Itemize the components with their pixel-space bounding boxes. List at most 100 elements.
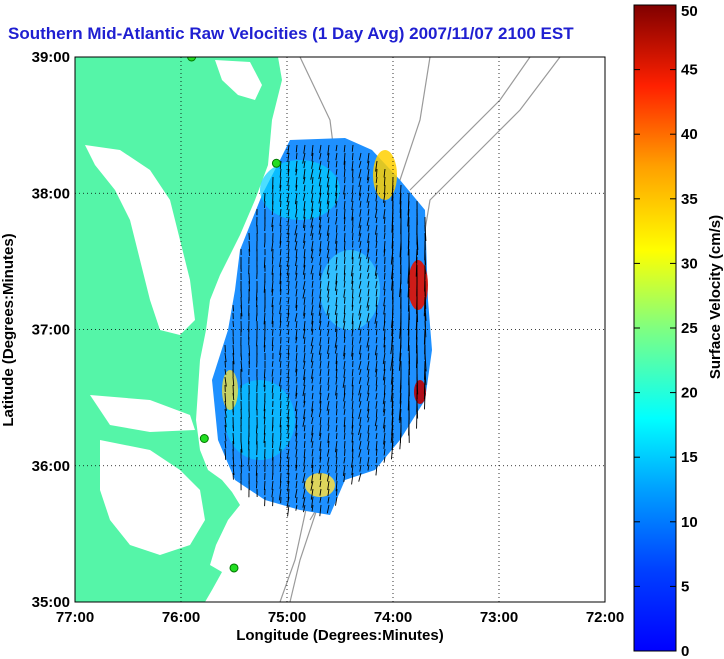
velocity-arrow — [351, 144, 354, 152]
y-tick-label: 36:00 — [32, 458, 70, 475]
velocity-arrow — [351, 432, 354, 443]
velocity-arrow — [287, 248, 290, 258]
velocity-arrow — [335, 432, 338, 440]
velocity-arrow — [263, 376, 266, 388]
velocity-arrow — [390, 384, 394, 403]
velocity-arrow — [240, 456, 243, 467]
velocity-arrow — [271, 264, 274, 275]
velocity-arrow — [319, 456, 322, 463]
velocity-arrow — [336, 392, 338, 400]
velocity-arrow — [343, 320, 346, 330]
velocity-arrow — [303, 480, 306, 489]
velocity-arrow — [327, 352, 330, 360]
velocity-arrow — [375, 232, 378, 242]
colorbar-tick-label: 0 — [681, 643, 689, 659]
velocity-arrow — [367, 448, 370, 455]
velocity-arrow — [287, 216, 290, 225]
velocity-arrow — [358, 192, 362, 201]
velocity-arrow — [367, 280, 370, 288]
velocity-arrow — [240, 440, 243, 453]
velocity-arrow — [359, 200, 362, 208]
velocity-arrow — [374, 224, 378, 235]
velocity-arrow — [375, 464, 378, 476]
radar-site-marker — [271, 158, 281, 168]
velocity-arrow — [351, 224, 354, 234]
velocity-arrow — [366, 408, 370, 418]
velocity-arrow — [335, 144, 338, 152]
velocity-arrow — [351, 352, 354, 360]
velocity-arrow — [358, 160, 362, 168]
velocity-arrow — [366, 360, 370, 371]
velocity-arrow — [335, 272, 338, 285]
x-tick-label: 75:00 — [268, 609, 306, 626]
velocity-arrow — [271, 208, 274, 216]
velocity-arrow — [326, 168, 330, 179]
velocity-arrow — [310, 488, 314, 500]
velocity-arrow — [343, 296, 346, 304]
velocity-arrow — [383, 424, 386, 433]
velocity-arrow — [263, 336, 266, 348]
velocity-arrow — [271, 312, 274, 324]
velocity-arrow — [279, 376, 282, 387]
velocity-arrow — [295, 208, 298, 218]
velocity-arrow — [327, 152, 330, 162]
velocity-arrow — [319, 184, 322, 196]
velocity-arrow — [311, 240, 314, 252]
velocity-arrow — [367, 328, 370, 336]
y-tick-label: 39:00 — [32, 49, 70, 66]
velocity-arrow — [383, 304, 386, 315]
velocity-arrow — [335, 256, 338, 265]
velocity-arrow — [295, 248, 298, 258]
velocity-arrow — [343, 400, 346, 409]
velocity-arrow — [352, 448, 354, 458]
velocity-arrow — [311, 256, 314, 264]
velocity-arrow — [375, 288, 378, 297]
velocity-arrow — [303, 160, 306, 169]
velocity-arrow — [310, 248, 314, 259]
velocity-arrow — [303, 200, 306, 211]
velocity-arrow — [303, 448, 306, 458]
velocity-arrow — [295, 368, 298, 377]
velocity-arrow — [343, 240, 346, 250]
velocity-arrow — [311, 400, 314, 412]
velocity-arrow — [351, 208, 354, 221]
velocity-arrow — [327, 384, 330, 391]
velocity-arrow — [327, 320, 330, 328]
velocity-arrow — [327, 288, 330, 298]
velocity-arrow — [391, 232, 394, 249]
velocity-arrow — [303, 336, 306, 345]
velocity-arrow — [351, 464, 354, 476]
velocity-arrow — [287, 232, 290, 242]
velocity-arrow — [358, 472, 362, 482]
velocity-arrow — [358, 320, 362, 331]
velocity-arrow — [375, 320, 378, 329]
velocity-arrow — [375, 280, 378, 289]
velocity-arrow — [383, 360, 386, 372]
colorbar-tick-label: 40 — [681, 126, 698, 143]
velocity-arrow — [318, 408, 322, 418]
chesapeake-bay — [85, 145, 195, 335]
velocity-arrow — [295, 296, 298, 309]
velocity-arrow — [367, 304, 370, 312]
velocity-arrow — [351, 392, 354, 401]
velocity-arrow — [279, 240, 282, 249]
velocity-arrow — [351, 440, 354, 452]
velocity-arrow — [303, 312, 306, 319]
velocity-arrow — [390, 352, 394, 371]
velocity-arrow — [351, 328, 354, 337]
velocity-arrow — [390, 248, 394, 265]
velocity-arrow — [335, 400, 338, 409]
velocity-arrow — [303, 304, 306, 316]
velocity-arrow — [287, 304, 290, 316]
velocity-arrow — [303, 408, 306, 420]
velocity-arrow — [295, 472, 298, 480]
velocity-arrow — [358, 232, 362, 242]
velocity-arrow — [407, 240, 410, 256]
velocity-arrow — [311, 416, 314, 425]
velocity-arrow — [311, 176, 314, 184]
velocity-arrow — [327, 392, 330, 401]
velocity-arrow — [391, 272, 394, 291]
velocity-arrow — [248, 280, 251, 292]
velocity-arrow — [263, 400, 266, 412]
velocity-arrow — [407, 320, 410, 336]
